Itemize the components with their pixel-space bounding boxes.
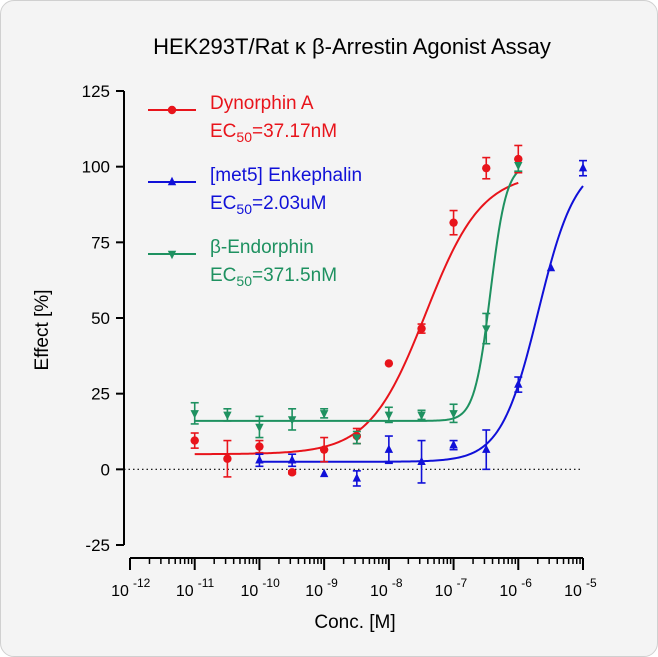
x-tick-exponent: -9 xyxy=(327,576,338,590)
data-points xyxy=(190,154,588,482)
data-point xyxy=(546,262,556,272)
data-point xyxy=(384,444,394,453)
legend-marker xyxy=(167,250,177,260)
x-tick-exponent: -7 xyxy=(457,576,468,590)
data-point xyxy=(482,444,491,453)
legend-series-name: β-Endorphin xyxy=(210,237,314,258)
x-tick-label: 10 xyxy=(305,583,323,600)
chart-title: HEK293T/Rat κ β-Arrestin Agonist Assay xyxy=(153,34,551,59)
data-point xyxy=(417,411,426,421)
data-point xyxy=(223,454,232,463)
data-point xyxy=(190,436,199,445)
fit-curve xyxy=(194,170,520,422)
y-tick-label: 75 xyxy=(91,233,110,252)
ec50-value: =371.5nM xyxy=(252,265,337,286)
ec50-subscript: 50 xyxy=(236,129,252,145)
legend-ec50: EC50=37.17nM xyxy=(210,121,337,145)
data-point xyxy=(223,411,232,421)
data-point xyxy=(482,325,491,334)
data-point xyxy=(514,154,523,164)
legend-series-name: Dynorphin A xyxy=(210,93,314,114)
fit-curve xyxy=(194,181,519,456)
data-point xyxy=(255,442,264,451)
x-tick-exponent: -10 xyxy=(262,576,280,590)
data-point xyxy=(255,423,264,433)
data-point xyxy=(319,468,329,478)
data-point xyxy=(352,434,362,443)
data-point xyxy=(449,439,458,449)
data-point xyxy=(578,162,588,172)
x-tick-label: 10 xyxy=(435,583,453,600)
data-point xyxy=(319,445,329,454)
ec50-prefix: EC xyxy=(210,265,236,286)
data-point xyxy=(384,411,394,421)
x-tick-exponent: -5 xyxy=(586,576,597,590)
ec50-subscript: 50 xyxy=(236,201,252,217)
data-point xyxy=(514,379,523,388)
ec50-value: =2.03uM xyxy=(252,193,326,214)
x-tick-label: 10 xyxy=(564,583,582,600)
data-point xyxy=(384,359,394,368)
legend-marker xyxy=(167,105,177,115)
ec50-prefix: EC xyxy=(210,193,236,214)
y-tick-label: 0 xyxy=(101,460,110,479)
data-point xyxy=(449,410,458,419)
data-point xyxy=(482,163,491,173)
legend-ec50: EC50=2.03uM xyxy=(210,193,326,217)
x-tick-label: 10 xyxy=(370,583,388,600)
data-point xyxy=(417,324,426,333)
data-point xyxy=(287,416,297,425)
data-point xyxy=(255,455,264,464)
x-tick-label: 10 xyxy=(176,583,194,600)
data-point xyxy=(417,456,426,465)
data-point xyxy=(190,410,199,419)
x-tick-exponent: -8 xyxy=(392,576,403,590)
y-tick-label: -25 xyxy=(85,536,110,555)
y-tick-label: 100 xyxy=(82,158,110,177)
ec50-prefix: EC xyxy=(210,121,236,142)
x-tick-exponent: -11 xyxy=(198,576,215,590)
x-tick-label: 10 xyxy=(499,583,517,600)
y-tick-label: 50 xyxy=(91,309,110,328)
x-axis-label: Conc. [M] xyxy=(314,612,395,633)
data-point xyxy=(287,455,297,464)
legend-marker xyxy=(167,176,177,186)
data-point xyxy=(287,468,297,477)
legend-series-name: [met5] Enkephalin xyxy=(210,165,362,186)
x-tick-exponent: -6 xyxy=(521,576,532,590)
data-point xyxy=(449,218,458,227)
ec50-subscript: 50 xyxy=(236,273,252,289)
data-point xyxy=(352,473,362,482)
x-tick-label: 10 xyxy=(241,583,259,600)
error-bars xyxy=(190,144,587,487)
data-point xyxy=(319,410,329,419)
x-tick-label: 10 xyxy=(111,583,129,600)
data-point xyxy=(514,161,523,171)
y-tick-label: 25 xyxy=(91,385,110,404)
y-axis-label: Effect [%] xyxy=(32,290,53,371)
x-tick-exponent: -12 xyxy=(133,576,151,590)
y-tick-label: 125 xyxy=(82,82,110,101)
ec50-value: =37.17nM xyxy=(252,121,337,142)
legend-ec50: EC50=371.5nM xyxy=(210,265,337,289)
